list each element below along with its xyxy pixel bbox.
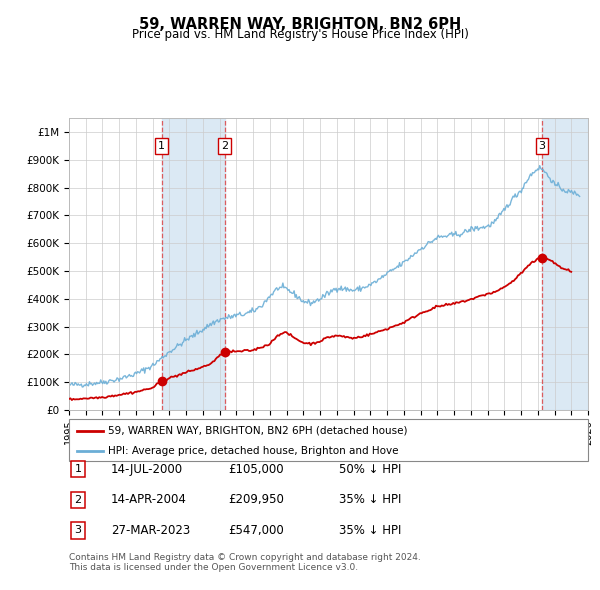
Text: £105,000: £105,000	[228, 463, 284, 476]
Text: £209,950: £209,950	[228, 493, 284, 506]
Bar	[542, 118, 588, 410]
Text: £547,000: £547,000	[228, 524, 284, 537]
Text: 27-MAR-2023: 27-MAR-2023	[111, 524, 190, 537]
Text: 1: 1	[74, 464, 82, 474]
Text: 2: 2	[221, 141, 228, 151]
Text: 35% ↓ HPI: 35% ↓ HPI	[339, 524, 401, 537]
Text: HPI: Average price, detached house, Brighton and Hove: HPI: Average price, detached house, Brig…	[108, 446, 398, 455]
Text: This data is licensed under the Open Government Licence v3.0.: This data is licensed under the Open Gov…	[69, 563, 358, 572]
Text: 3: 3	[74, 526, 82, 535]
FancyBboxPatch shape	[69, 419, 588, 461]
Text: 2: 2	[74, 495, 82, 504]
Text: 14-JUL-2000: 14-JUL-2000	[111, 463, 183, 476]
Text: 59, WARREN WAY, BRIGHTON, BN2 6PH: 59, WARREN WAY, BRIGHTON, BN2 6PH	[139, 17, 461, 31]
Text: 3: 3	[538, 141, 545, 151]
Text: 50% ↓ HPI: 50% ↓ HPI	[339, 463, 401, 476]
Bar	[162, 118, 224, 410]
Text: 1: 1	[158, 141, 165, 151]
Text: 35% ↓ HPI: 35% ↓ HPI	[339, 493, 401, 506]
Text: Price paid vs. HM Land Registry's House Price Index (HPI): Price paid vs. HM Land Registry's House …	[131, 28, 469, 41]
Text: 59, WARREN WAY, BRIGHTON, BN2 6PH (detached house): 59, WARREN WAY, BRIGHTON, BN2 6PH (detac…	[108, 426, 407, 436]
Text: 14-APR-2004: 14-APR-2004	[111, 493, 187, 506]
Text: Contains HM Land Registry data © Crown copyright and database right 2024.: Contains HM Land Registry data © Crown c…	[69, 553, 421, 562]
